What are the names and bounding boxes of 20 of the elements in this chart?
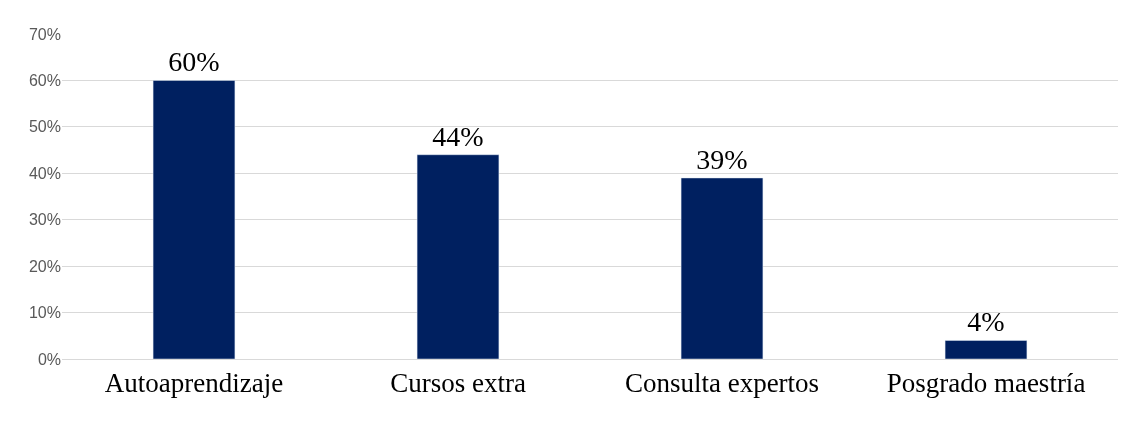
bar [944,340,1028,359]
y-tick-label: 70% [28,25,61,43]
y-tick-label: 20% [28,257,61,275]
x-tick-label: Consulta expertos [624,368,820,399]
y-tick-label: 30% [28,211,61,229]
bar [152,80,236,359]
x-tick-label: Posgrado maestría [886,368,1086,399]
x-tick-label: Cursos extra [390,368,526,399]
data-label: 39% [696,143,748,175]
y-tick-label: 40% [28,164,61,182]
y-tick-label: 10% [28,304,61,322]
data-label: 4% [967,306,1005,338]
y-tick-label: 0% [37,350,61,368]
bar [680,177,764,359]
data-label: 44% [432,120,484,152]
y-tick-label: 50% [28,118,61,136]
y-tick-label: 60% [28,72,61,90]
data-label: 60% [168,46,220,78]
x-tick-label: Autoaprendizaje [104,368,284,399]
bar [416,154,500,359]
